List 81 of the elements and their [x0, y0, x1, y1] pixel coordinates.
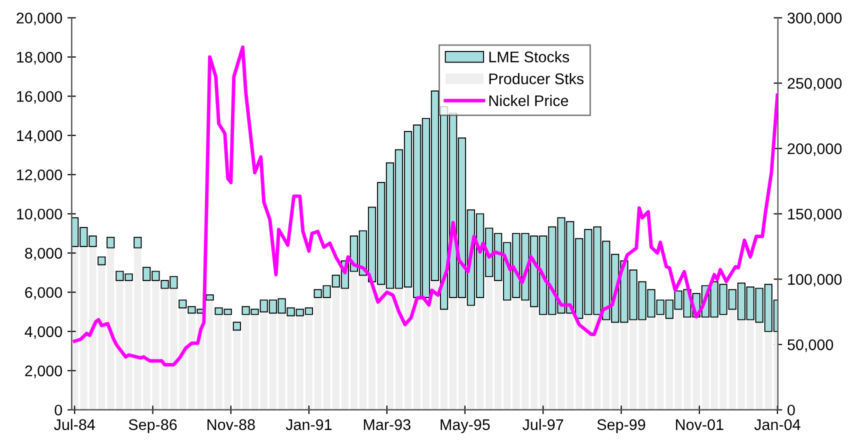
bar	[584, 314, 592, 410]
bar	[359, 275, 366, 410]
bar	[296, 316, 304, 410]
bar	[224, 314, 232, 410]
bar	[576, 318, 583, 410]
y-tick-label: 2,000	[25, 366, 62, 378]
y2-tick-label: 50,000	[788, 339, 834, 352]
bar	[548, 314, 556, 410]
y-tick-label: 0	[54, 404, 62, 416]
x-tick-label: Jan-04	[754, 419, 800, 430]
bar	[260, 312, 268, 410]
bar	[305, 314, 313, 410]
bar	[233, 330, 240, 410]
y-tick-label: 8,000	[25, 248, 62, 261]
bar	[414, 297, 421, 410]
bar	[728, 309, 736, 410]
legend-label: Nickel Price	[489, 94, 568, 106]
legend-label: Producer Stks	[489, 73, 584, 84]
bar	[395, 288, 402, 410]
bar	[764, 331, 772, 410]
y-tick-label: 4,000	[24, 326, 62, 339]
bar	[188, 313, 196, 410]
line-series	[72, 45, 778, 366]
y-tick-label: 10,000	[17, 208, 62, 222]
x-tick-label: Jan-91	[286, 419, 332, 430]
bar	[143, 280, 150, 410]
y2-tick-label: 200,000	[788, 143, 842, 156]
bar	[106, 236, 115, 248]
y-tick-label: 20,000	[16, 12, 62, 26]
y2-tick-label: 100,000	[788, 274, 842, 287]
y2-tick-label: 150,000	[788, 208, 842, 222]
bar	[476, 297, 484, 410]
bar	[512, 297, 520, 410]
y-tick-label: 12,000	[17, 169, 62, 182]
bar	[467, 305, 475, 410]
bar	[368, 282, 376, 410]
bar	[232, 322, 241, 331]
bar	[314, 297, 322, 410]
bar	[386, 288, 394, 410]
y-tick-label: 18,000	[17, 52, 62, 64]
bar	[450, 297, 457, 410]
x-tick-label: Sep-86	[128, 419, 177, 434]
bar	[107, 248, 114, 410]
bar	[378, 284, 385, 410]
bar	[404, 287, 412, 410]
bar	[206, 294, 214, 301]
legend-label: LME Stocks	[489, 51, 570, 62]
x-tick-label: Sep-99	[597, 419, 646, 434]
bar	[540, 314, 547, 410]
y-tick-label: 14,000	[17, 130, 62, 143]
bar	[350, 271, 358, 410]
bar	[80, 246, 88, 410]
bar	[98, 256, 106, 266]
bar	[440, 309, 448, 410]
x-tick-label: Nov-88	[208, 419, 255, 430]
x-tick-label: Jul-97	[522, 418, 564, 430]
y2-tick-label: 250,000	[788, 78, 842, 91]
x-tick-label: Nov-01	[676, 419, 724, 430]
bar	[458, 297, 466, 410]
bar	[341, 288, 349, 410]
bar	[332, 287, 340, 410]
bar	[134, 236, 142, 248]
bar	[179, 308, 186, 410]
bar	[612, 322, 619, 410]
y2-tick-label: 300,000	[788, 12, 842, 26]
bar	[692, 317, 700, 410]
bar	[494, 280, 502, 410]
y-tick-label: 16,000	[17, 91, 62, 104]
bar	[323, 297, 330, 410]
x-tick-label: Mar-93	[364, 419, 410, 430]
bar	[269, 313, 276, 410]
x-tick-label: Jul-84	[54, 418, 95, 430]
bar	[504, 300, 511, 410]
y2-tick-label: 0	[788, 404, 795, 416]
bar	[656, 314, 664, 410]
y-tick-label: 6,000	[25, 287, 62, 300]
bar	[431, 280, 439, 410]
bar	[486, 276, 493, 410]
bar	[738, 320, 745, 410]
x-tick-label: May-95	[440, 419, 490, 434]
bar	[422, 297, 430, 410]
